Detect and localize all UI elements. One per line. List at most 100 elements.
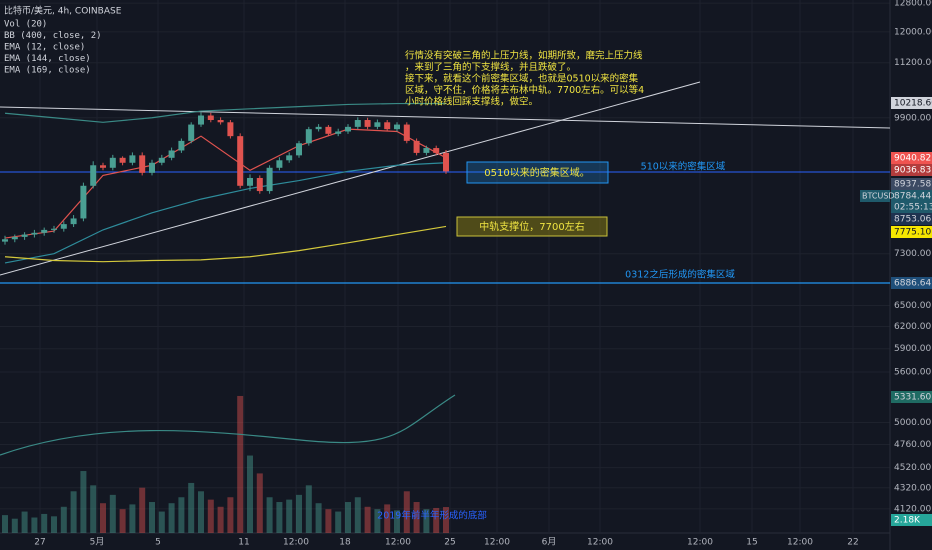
volume-bar (31, 517, 38, 533)
candle-body (403, 124, 410, 141)
support-box-label: 中轨支撑位，7700左右 (479, 220, 584, 233)
volume-bar (100, 503, 106, 533)
candle-body (335, 131, 342, 134)
x-tick-label: 27 (34, 538, 45, 548)
symbol-tag (860, 190, 890, 202)
x-tick-label: 18 (339, 538, 351, 548)
volume-bar (207, 499, 214, 533)
y-tick-label: 4120.00 (894, 504, 931, 514)
trend-line (0, 106, 891, 129)
zone-box (466, 161, 609, 184)
candle-body (305, 129, 312, 144)
annotation-text: 接下来，就看这个前密集区域，也就是0510以来的密集 (405, 73, 639, 85)
candle-body (345, 126, 351, 132)
annotation-text: ，来到了三角的下支撑线，并且跌破了。 (405, 61, 576, 73)
volume-bar (305, 485, 312, 533)
candle-body (149, 162, 155, 173)
x-tick-label: 5月 (90, 537, 105, 548)
x-tick-label: 12:00 (283, 538, 309, 548)
candle-body (119, 157, 126, 163)
volume-bar (325, 509, 332, 533)
volume-bar (21, 511, 28, 533)
candle-body (70, 218, 77, 225)
candle-body (90, 165, 97, 186)
candle-body (129, 155, 136, 163)
candle-body (207, 115, 214, 121)
price-tag (891, 213, 932, 225)
volume-bar (364, 506, 371, 533)
price-tag-label: 7775.10 (894, 228, 931, 238)
x-tick-label: 12:00 (587, 538, 613, 548)
annotation-text: 区域，守不住，价格将去布林中轨。7700左右。可以等4 (405, 84, 644, 96)
volume-bar (266, 497, 273, 533)
x-tick-label: 12:00 (385, 538, 411, 548)
candle-body (286, 155, 293, 161)
candle-body (433, 148, 440, 153)
price-tag (891, 226, 932, 238)
price-tag-label: 10218.60 (894, 99, 932, 109)
volume-bar (51, 516, 57, 533)
volume-bar (41, 513, 48, 533)
volume-bar (198, 491, 204, 533)
volume-tag-label: 2.18K (894, 516, 921, 526)
volume-bar (345, 502, 351, 533)
indicator-line (4, 162, 447, 264)
bottom-label: 2019年前半年形成的底部 (377, 510, 487, 522)
y-tick-label: 12000.00 (894, 27, 932, 37)
price-tag (891, 190, 932, 202)
volume-bar (227, 497, 234, 533)
candle-body (100, 165, 106, 168)
volume-bar (256, 473, 263, 533)
legend-entry: EMA (12, close) (4, 43, 85, 53)
volume-bar (168, 503, 175, 533)
candle-body (139, 155, 146, 173)
volume-ma (0, 394, 456, 456)
candle-body (11, 236, 18, 240)
support-box (456, 216, 608, 237)
volume-bar (335, 511, 342, 533)
volume-bar (315, 503, 322, 533)
legend-entry: Vol (20) (4, 20, 47, 30)
candle-body (109, 157, 116, 168)
candle-body (276, 160, 283, 168)
price-tag (891, 152, 932, 164)
annotation-text: 小时价格线回踩支撑线，做空。 (405, 96, 538, 108)
volume-bar (394, 510, 400, 533)
zone-label: 0312之后形成的密集区域 (625, 269, 735, 281)
volume-bar (247, 455, 253, 533)
price-tag (891, 391, 932, 403)
volume-bar (11, 518, 18, 533)
volume-bar (109, 494, 116, 533)
countdown-tag (891, 201, 932, 213)
y-tick-label: 4320.00 (894, 483, 931, 493)
y-tick-label: 5000.00 (894, 418, 931, 428)
candle-body (217, 120, 224, 123)
volume-bar (60, 506, 67, 533)
zone-box-label: 0510以来的密集区域。 (484, 166, 589, 179)
volume-bar (129, 504, 136, 533)
volume-bar (354, 497, 361, 533)
x-tick-label: 6月 (542, 537, 557, 548)
countdown-label: 02:55:13 (894, 203, 932, 213)
candle-body (266, 167, 273, 192)
candle-body (247, 177, 253, 186)
annotation-text: 行情没有突破三角的上压力线，如期所致，磨完上压力线 (405, 50, 643, 62)
candle-body (394, 124, 400, 130)
volume-bar (70, 491, 77, 533)
candle-body (325, 126, 332, 134)
y-tick-label: 4520.00 (894, 463, 931, 473)
candle-body (413, 140, 420, 153)
candle-body (296, 143, 302, 156)
x-tick-label: 12:00 (687, 538, 713, 548)
volume-bar (403, 491, 410, 533)
candle-body (80, 185, 87, 219)
legend-entry: EMA (169, close) (4, 66, 91, 76)
volume-tag (891, 514, 932, 526)
volume-bar (178, 497, 185, 533)
candle-body (198, 115, 204, 125)
volume-bar (374, 509, 381, 533)
candle-body (158, 157, 165, 163)
volume-bar (237, 395, 244, 533)
